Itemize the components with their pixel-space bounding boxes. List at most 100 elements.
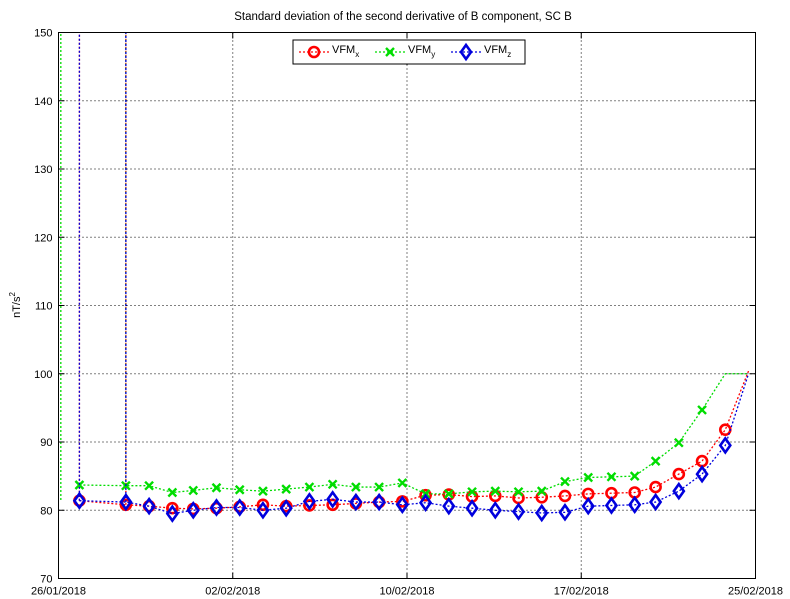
data-point (583, 472, 594, 483)
data-point (419, 488, 432, 502)
grid-lines (58, 32, 756, 579)
data-point (211, 482, 222, 493)
data-point (418, 493, 433, 512)
data-point (281, 484, 292, 494)
legend-marker (385, 47, 395, 57)
legend-label-main: VFM (408, 44, 431, 56)
y-tick-label: 100 (34, 369, 52, 381)
x-tick-label: 17/02/2018 (554, 586, 609, 598)
legend-box (292, 39, 526, 65)
data-point (695, 454, 709, 468)
series-line (79, 373, 749, 495)
data-point (304, 482, 315, 492)
data-point (535, 503, 549, 523)
data-point (560, 476, 570, 487)
marker-stroke (234, 484, 245, 495)
data-point (142, 496, 156, 516)
data-point (649, 480, 662, 494)
x-tick-label: 02/02/2018 (205, 586, 260, 598)
marker-stroke (211, 482, 222, 493)
data-point (351, 482, 361, 492)
data-point (372, 492, 386, 512)
data-point (233, 498, 247, 517)
data-point (650, 456, 661, 466)
legend-label-main: VFM (484, 44, 507, 56)
data-point (234, 484, 245, 495)
data-point (648, 492, 663, 512)
marker-stroke (144, 480, 154, 491)
data-point (604, 496, 619, 515)
marker-stroke (304, 482, 315, 492)
data-point (186, 501, 200, 520)
marker-stroke (490, 486, 501, 496)
data-point (119, 492, 133, 512)
y-tick-label: 120 (34, 232, 52, 244)
data-point (672, 467, 686, 481)
data-point (167, 487, 178, 498)
series-layer (60, 32, 750, 523)
data-point (558, 503, 572, 522)
y-tick-label: 150 (34, 28, 52, 40)
y-tick-label: 70 (40, 574, 52, 586)
data-point (72, 491, 87, 510)
marker-stroke (385, 47, 395, 57)
y-tick-label: 110 (35, 301, 53, 313)
y-axis-label: nT/s2 (8, 292, 23, 318)
series-z (72, 32, 750, 523)
data-point (302, 492, 317, 511)
data-point (165, 504, 179, 523)
legend-label: VFMy (408, 44, 435, 59)
x-tick-label: 25/02/2018 (728, 586, 783, 598)
data-point (536, 486, 547, 496)
marker-stroke (397, 478, 408, 488)
series-line (79, 370, 750, 510)
legend: VFMx VFMy VFMz (292, 39, 526, 65)
y-tick-label: 130 (34, 164, 52, 176)
marker-stroke (606, 471, 617, 482)
axis-ticks: 70 80 90 100 110 120 130 140 150 26/01/2018 02/02/… (31, 28, 783, 598)
legend-label: VFMz (484, 44, 511, 59)
data-point (209, 498, 224, 517)
data-point (490, 486, 501, 496)
marker-stroke (560, 476, 570, 487)
marker-stroke (74, 480, 85, 490)
data-point (74, 480, 85, 490)
data-point (718, 436, 732, 455)
y-tick-label: 90 (40, 437, 52, 449)
data-point (511, 502, 526, 521)
legend-marker (307, 45, 321, 59)
data-point (558, 489, 572, 503)
data-point (442, 496, 456, 516)
data-point (258, 486, 268, 496)
x-tick-label: 26/01/2018 (31, 586, 86, 598)
data-point (397, 478, 408, 488)
marker-stroke (351, 482, 361, 492)
data-point (188, 485, 199, 496)
marker-stroke (697, 405, 707, 415)
legend-label-sub: z (507, 50, 511, 59)
marker-stroke (536, 486, 547, 496)
data-point (326, 490, 340, 509)
data-point (513, 486, 524, 497)
x-tick-label: 10/02/2018 (379, 586, 434, 598)
data-point (467, 486, 477, 497)
data-point (327, 479, 338, 490)
data-point (695, 464, 709, 484)
data-point (606, 471, 617, 482)
data-point (279, 498, 293, 518)
y-tick-label: 80 (40, 505, 52, 517)
data-point (629, 471, 640, 481)
series-y (60, 32, 749, 501)
data-point (395, 495, 409, 515)
legend-label-main: VFM (332, 44, 355, 56)
marker-stroke (443, 489, 454, 499)
data-point (581, 496, 595, 516)
legend-label-sub: x (355, 50, 359, 59)
chart-title: Standard deviation of the second derivat… (234, 11, 572, 23)
data-point (144, 480, 154, 491)
marker-stroke (467, 486, 477, 497)
marker-stroke (258, 486, 268, 496)
data-point (628, 495, 642, 515)
legend-label: VFMx (332, 44, 359, 59)
